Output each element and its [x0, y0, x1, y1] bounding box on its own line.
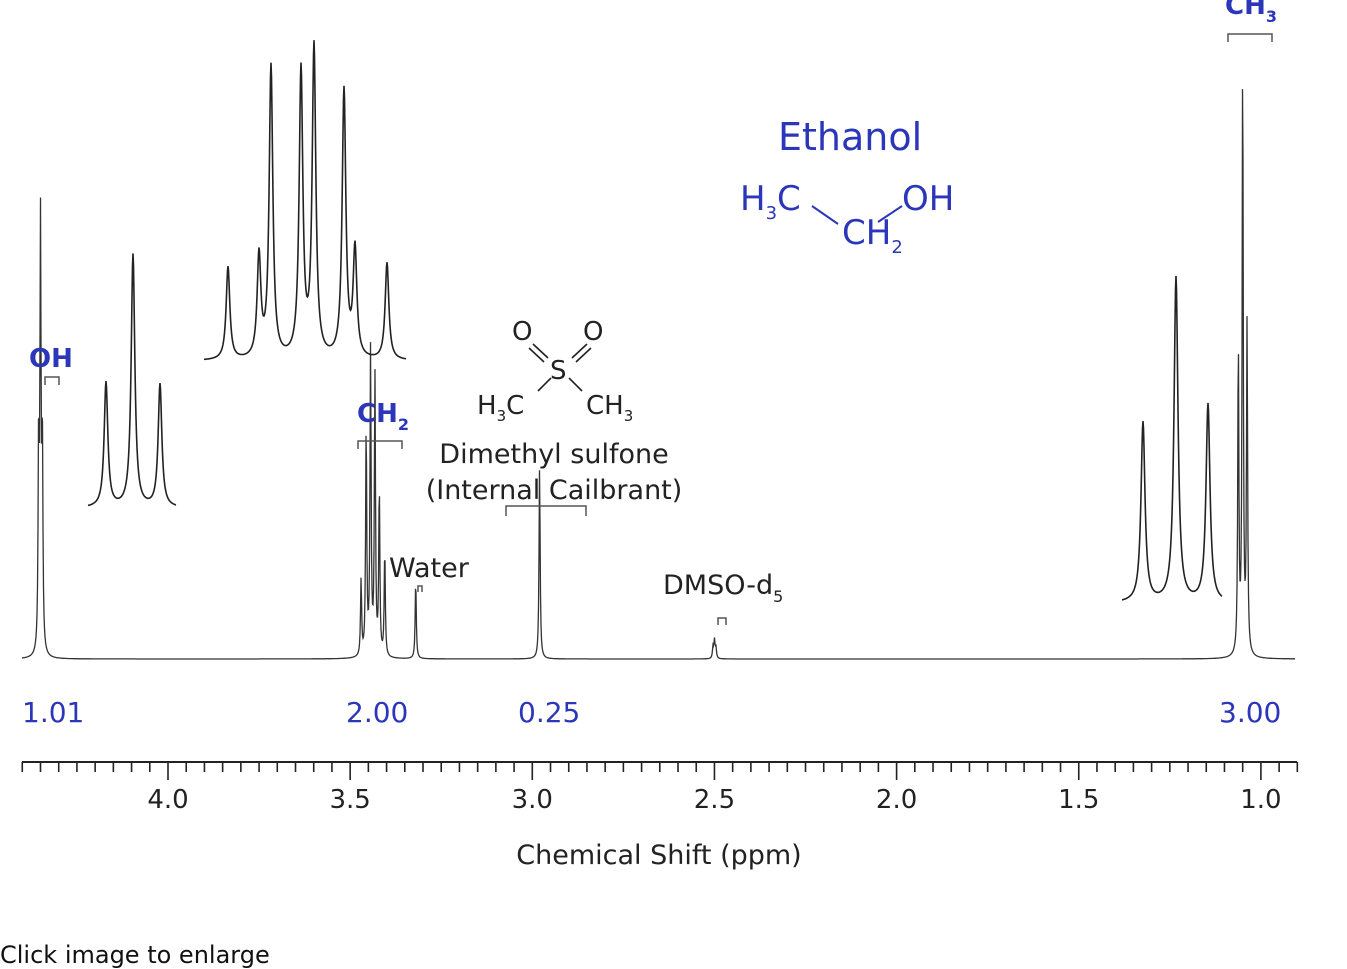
x-tick-label: 3.0: [512, 785, 553, 815]
peak-expansion-insets: [87, 40, 1223, 601]
x-axis-label: Chemical Shift (ppm): [516, 840, 801, 871]
ch2-multiplet-inset: [203, 40, 407, 361]
svg-text:S: S: [550, 356, 567, 386]
x-tick-label: 4.0: [147, 785, 188, 815]
sulfone-name-label: Dimethyl sulfone: [439, 439, 668, 470]
x-tick-label: 1.0: [1240, 785, 1281, 815]
dimethyl-sulfone-structure: O O S H3C CH3: [477, 317, 633, 425]
spectrum-trace: [22, 89, 1295, 660]
oh-triplet-inset: [87, 253, 177, 507]
water-bracket: [417, 585, 423, 592]
svg-text:H3C: H3C: [740, 179, 801, 224]
integral-oh: 1.01: [22, 696, 84, 729]
x-tick-label: 2.0: [876, 785, 917, 815]
oh-peak-label: OH: [29, 344, 73, 374]
ch3-triplet-inset: [1121, 275, 1223, 601]
sulfone-role-label: (Internal Cailbrant): [426, 475, 683, 506]
ch2-bracket: [357, 440, 403, 449]
svg-text:OH: OH: [902, 179, 954, 219]
ch3-peak-label: CH3: [1225, 0, 1277, 26]
svg-text:CH2: CH2: [842, 213, 903, 258]
ethanol-title: Ethanol: [778, 115, 922, 159]
dmso-bracket: [717, 617, 727, 625]
oh-bracket: [44, 376, 60, 385]
svg-text:O: O: [583, 317, 603, 347]
svg-text:O: O: [512, 317, 532, 347]
x-tick-label: 2.5: [694, 785, 735, 815]
x-tick-label: 3.5: [329, 785, 370, 815]
peak-brackets: [44, 33, 1273, 625]
x-axis: 4.0 3.5 3.0 2.5 2.0 1.5 1.0: [21, 761, 1299, 815]
enlarge-caption[interactable]: Click image to enlarge: [0, 941, 270, 969]
sulfone-bracket: [505, 505, 587, 516]
spectrum-line: [22, 89, 1295, 660]
ch3-bracket: [1227, 33, 1273, 42]
integral-ch3: 3.00: [1219, 696, 1281, 729]
ch2-peak-label: CH2: [357, 399, 409, 434]
integral-sulfone: 0.25: [518, 696, 580, 729]
x-tick-label: 1.5: [1058, 785, 1099, 815]
integral-ch2: 2.00: [346, 696, 408, 729]
dmso-peak-label: DMSO-d5: [663, 570, 783, 606]
integral-values: 1.01 2.00 0.25 3.00: [22, 696, 1281, 729]
svg-text:H3C: H3C: [477, 391, 524, 425]
ethanol-structure: Ethanol H3C CH2 OH: [740, 115, 954, 258]
svg-text:CH3: CH3: [586, 391, 633, 425]
water-peak-label: Water: [389, 553, 470, 584]
